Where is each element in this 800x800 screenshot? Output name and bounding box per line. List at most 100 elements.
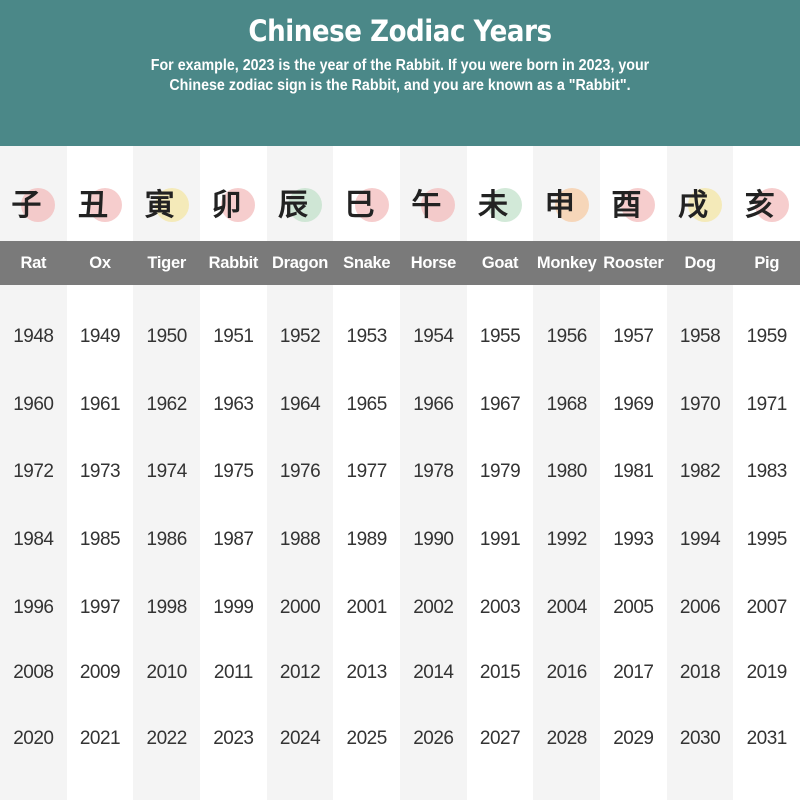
year-cell: 2023	[213, 728, 254, 749]
year-cell: 1977	[346, 461, 388, 482]
monkey-icon: 申	[539, 166, 595, 236]
zodiac-column-snake: 巳 1953 1965 1977 1989 2001 2013 2025	[333, 146, 400, 800]
goat-icon: 未	[472, 166, 528, 236]
year-cell: 1996	[13, 597, 54, 618]
year-cell: 1949	[79, 326, 121, 347]
year-cell: 1969	[613, 394, 654, 415]
year-cell: 2013	[346, 662, 388, 683]
year-cell: 2001	[346, 597, 388, 618]
year-cell: 2010	[146, 662, 188, 683]
tiger-icon: 寅	[139, 166, 195, 236]
year-cell: 2011	[213, 662, 253, 683]
year-cell: 1964	[279, 394, 321, 415]
year-cell: 1973	[79, 461, 121, 482]
year-cell: 2019	[746, 662, 788, 683]
year-cell: 1963	[213, 394, 254, 415]
year-cell: 1980	[546, 461, 588, 482]
year-cell: 1983	[746, 461, 788, 482]
rabbit-icon: 卯	[205, 166, 261, 236]
year-cell: 1976	[279, 461, 321, 482]
year-cell: 1987	[213, 529, 254, 550]
year-cell: 2006	[679, 597, 721, 618]
year-cell: 2005	[613, 597, 654, 618]
year-cell: 1982	[679, 461, 721, 482]
dragon-icon: 辰	[272, 166, 328, 236]
year-cell: 2031	[746, 728, 788, 749]
year-cell: 1956	[546, 326, 588, 347]
year-cell: 2024	[279, 728, 321, 749]
year-cell: 2021	[79, 728, 121, 749]
year-cell: 1948	[13, 326, 54, 347]
year-cell: 1999	[213, 597, 254, 618]
zodiac-column-goat: 未 1955 1967 1979 1991 2003 2015 2027	[467, 146, 534, 800]
ox-icon: 丑	[72, 166, 128, 236]
year-cell: 2012	[279, 662, 321, 683]
year-cell: 1950	[146, 326, 188, 347]
year-cell: 1988	[279, 529, 321, 550]
year-cell: 1960	[13, 394, 54, 415]
animal-name-rat: Rat	[20, 254, 47, 272]
zodiac-column-pig: 亥 1959 1971 1983 1995 2007 2019 2031	[733, 146, 800, 800]
year-cell: 1974	[146, 461, 188, 482]
year-cell: 1961	[79, 394, 121, 415]
animal-name-dog: Dog	[684, 254, 716, 272]
year-cell: 1962	[146, 394, 188, 415]
animal-name-bar: Rat Ox Tiger Rabbit Dragon Snake Horse Goat Monk…	[0, 241, 800, 285]
year-cell: 1990	[413, 529, 454, 550]
zodiac-column-ox: 丑 1949 1961 1973 1985 1997 2009 2021	[67, 146, 134, 800]
year-cell: 1972	[13, 461, 54, 482]
year-cell: 1953	[346, 326, 388, 347]
page-title: Chinese Zodiac Years	[248, 14, 552, 48]
year-cell: 1952	[279, 326, 321, 347]
year-cell: 1968	[546, 394, 588, 415]
year-cell: 1970	[679, 394, 721, 415]
year-cell: 2018	[679, 662, 721, 683]
animal-name-monkey: Monkey	[536, 254, 597, 272]
year-cell: 2002	[413, 597, 454, 618]
animal-name-tiger: Tiger	[147, 254, 186, 272]
animal-name-goat: Goat	[481, 254, 519, 272]
year-cell: 1965	[346, 394, 388, 415]
year-cell: 1997	[79, 597, 121, 618]
year-cell: 2026	[413, 728, 454, 749]
subtitle-line-1: For example, 2023 is the year of the Rab…	[150, 57, 650, 74]
year-cell: 1981	[613, 461, 654, 482]
year-cell: 1957	[613, 326, 654, 347]
year-cell: 1958	[679, 326, 721, 347]
animal-name-horse: Horse	[410, 254, 457, 272]
year-cell: 1967	[479, 394, 521, 415]
year-cell: 2025	[346, 728, 388, 749]
year-cell: 2009	[79, 662, 121, 683]
header-banner: Chinese Zodiac Years For example, 2023 i…	[0, 0, 800, 146]
year-cell: 2017	[613, 662, 654, 683]
year-cell: 2003	[479, 597, 521, 618]
animal-name-dragon: Dragon	[272, 254, 328, 272]
year-cell: 1978	[413, 461, 454, 482]
year-cell: 2028	[546, 728, 588, 749]
year-cell: 2027	[479, 728, 521, 749]
year-cell: 2000	[279, 597, 321, 618]
rat-icon: 子	[5, 166, 61, 236]
year-cell: 1951	[213, 326, 254, 347]
year-cell: 1966	[413, 394, 454, 415]
year-cell: 2007	[746, 597, 788, 618]
year-cell: 2008	[13, 662, 54, 683]
year-cell: 1984	[13, 529, 54, 550]
year-cell: 2014	[413, 662, 454, 683]
snake-icon: 巳	[339, 166, 395, 236]
year-cell: 2030	[679, 728, 721, 749]
year-cell: 1989	[346, 529, 388, 550]
year-cell: 1995	[746, 529, 788, 550]
animal-name-rooster: Rooster	[603, 254, 664, 272]
pig-icon: 亥	[739, 166, 795, 236]
year-cell: 1991	[479, 529, 521, 550]
year-cell: 1954	[413, 326, 454, 347]
year-cell: 1985	[79, 529, 121, 550]
year-cell: 1955	[479, 326, 521, 347]
year-cell: 1998	[146, 597, 188, 618]
rooster-icon: 酉	[605, 166, 661, 236]
year-cell: 2029	[613, 728, 654, 749]
year-cell: 2020	[13, 728, 54, 749]
animal-name-rabbit: Rabbit	[208, 254, 259, 272]
animal-name-pig: Pig	[754, 254, 780, 272]
